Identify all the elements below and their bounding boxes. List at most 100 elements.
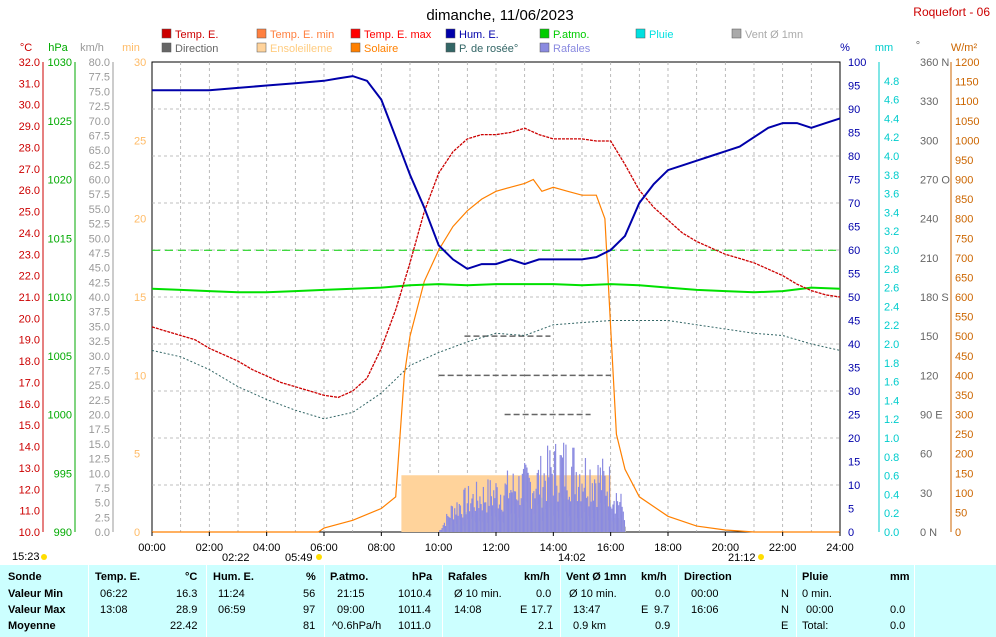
rafales-avg-value: 2.1: [538, 620, 554, 632]
rain-tick-label: 0.4: [884, 489, 899, 501]
direction-max-time: 16:06: [691, 604, 719, 616]
temp-tick-label: 21.0: [19, 292, 40, 304]
legend-swatch: [350, 42, 361, 53]
rain-tick-label: 2.2: [884, 320, 899, 332]
rain-tick-label: 3.6: [884, 189, 899, 201]
table-divider: [914, 565, 915, 637]
solar-tick-label: 550: [955, 312, 973, 324]
vent-max-dir: E: [641, 604, 649, 616]
summary-header-rafales: Rafales: [448, 571, 488, 583]
temp-avg-value: 22.42: [170, 620, 198, 632]
temp-tick-label: 27.0: [19, 164, 40, 176]
humidity-tick-label: 15: [848, 457, 860, 469]
wind-tick-label: 22.5: [89, 395, 110, 407]
wind-tick-label: 17.5: [89, 424, 110, 436]
dewpoint-line: [151, 320, 841, 420]
rain-tick-label: 3.0: [884, 245, 899, 257]
solar-tick-label: 700: [955, 253, 973, 265]
temp-tick-label: 23.0: [19, 249, 40, 261]
wind-tick-label: 67.5: [89, 130, 110, 142]
direction-unit-label: °: [916, 40, 920, 52]
legend-label: Temp. E.: [175, 29, 218, 41]
x-tick-label: 18:00: [654, 542, 682, 554]
wind-unit-label: km/h: [80, 42, 104, 54]
legend-swatch: [350, 28, 361, 39]
axis-unit-labels: °C hPa km/h min % mm ° W/m²: [20, 40, 978, 54]
wind-tick-label: 55.0: [89, 204, 110, 216]
temp-tick-label: 17.0: [19, 377, 40, 389]
wind-tick-label: 5.0: [95, 498, 110, 510]
patmo-trend: ^0.6hPa/h: [332, 620, 382, 632]
direction-tick-label: 60: [920, 449, 932, 461]
solar-tick-label: 100: [955, 488, 973, 500]
table-divider: [560, 565, 561, 637]
humidity-tick-label: 35: [848, 363, 860, 375]
wind-tick-label: 25.0: [89, 380, 110, 392]
solar-tick-label: 350: [955, 390, 973, 402]
temp-tick-label: 19.0: [19, 335, 40, 347]
x-tick-label: 06:00: [310, 542, 338, 554]
vent-min-time: Ø 10 min.: [569, 588, 617, 600]
wind-tick-label: 2.5: [95, 512, 110, 524]
direction-tick-label: 30: [920, 488, 932, 500]
temp-min-time: 06:22: [100, 588, 128, 600]
humidity-tick-label: 30: [848, 386, 860, 398]
summary-header-temp: Temp. E.: [95, 571, 141, 583]
wind-tick-label: 72.5: [89, 101, 110, 113]
humidity-tick-label: 25: [848, 410, 860, 422]
legend-label: Solaire: [364, 43, 398, 55]
legend-swatch: [256, 28, 267, 39]
pressure-tick-label: 1020: [48, 175, 72, 187]
direction-tick-label: 210: [920, 253, 938, 265]
solar-tick-label: 750: [955, 233, 973, 245]
wind-tick-label: 37.5: [89, 307, 110, 319]
rain-tick-label: 1.6: [884, 377, 899, 389]
wind-tick-label: 47.5: [89, 248, 110, 260]
summary-header-vent-unit: km/h: [641, 571, 667, 583]
sun-icon: [41, 554, 47, 560]
solar-tick-label: 0: [955, 527, 961, 539]
rain-tick-label: 0.8: [884, 452, 899, 464]
summary-header-rafales-unit: km/h: [524, 571, 550, 583]
direction-tick-label: 180 S: [920, 292, 949, 304]
pluie-max-time: 00:00: [806, 604, 834, 616]
x-tick-label: 16:00: [597, 542, 625, 554]
summary-header-hum: Hum. E.: [213, 571, 254, 583]
x-tick-label: 20:00: [712, 542, 740, 554]
humidity-tick-label: 85: [848, 128, 860, 140]
vent-avg-value: 0.9: [655, 620, 671, 632]
wind-tick-label: 27.5: [89, 365, 110, 377]
minutes-tick-label: 20: [134, 214, 146, 226]
temp-tick-label: 30.0: [19, 100, 40, 112]
rafales-min-time: Ø 10 min.: [454, 588, 502, 600]
solar-tick-label: 250: [955, 429, 973, 441]
rain-tick-label: 4.0: [884, 151, 899, 163]
x-tick-label: 10:00: [425, 542, 453, 554]
solar-tick-label: 950: [955, 155, 973, 167]
rain-tick-label: 3.2: [884, 226, 899, 238]
solar-tick-label: 900: [955, 175, 973, 187]
rain-tick-label: 4.4: [884, 113, 899, 125]
temp-tick-label: 28.0: [19, 142, 40, 154]
legend-swatch: [539, 42, 550, 53]
legend-swatch: [731, 28, 742, 39]
temp-tick-label: 10.0: [19, 527, 40, 539]
pluie-max-value: 0.0: [890, 604, 906, 616]
temp-max-value: 28.9: [176, 604, 198, 616]
minutes-tick-label: 0: [134, 527, 140, 539]
humidity-tick-label: 20: [848, 433, 860, 445]
wind-tick-label: 20.0: [89, 410, 110, 422]
marker-sunset: 21:12: [728, 552, 756, 564]
table-divider: [442, 565, 443, 637]
humidity-tick-label: 95: [848, 81, 860, 93]
solar-tick-label: 50: [955, 507, 967, 519]
legend-label: Vent Ø 1mn: [745, 29, 803, 41]
solar-unit-label: W/m²: [951, 42, 978, 54]
pressure-tick-label: 990: [54, 527, 72, 539]
pluie-total-label: Total:: [802, 620, 829, 632]
legend-swatch: [445, 42, 456, 53]
x-tick-label: 04:00: [253, 542, 281, 554]
minutes-unit-label: min: [122, 42, 140, 54]
station-name: Roquefort - 06: [913, 5, 990, 19]
hum-max-value: 97: [303, 604, 316, 616]
